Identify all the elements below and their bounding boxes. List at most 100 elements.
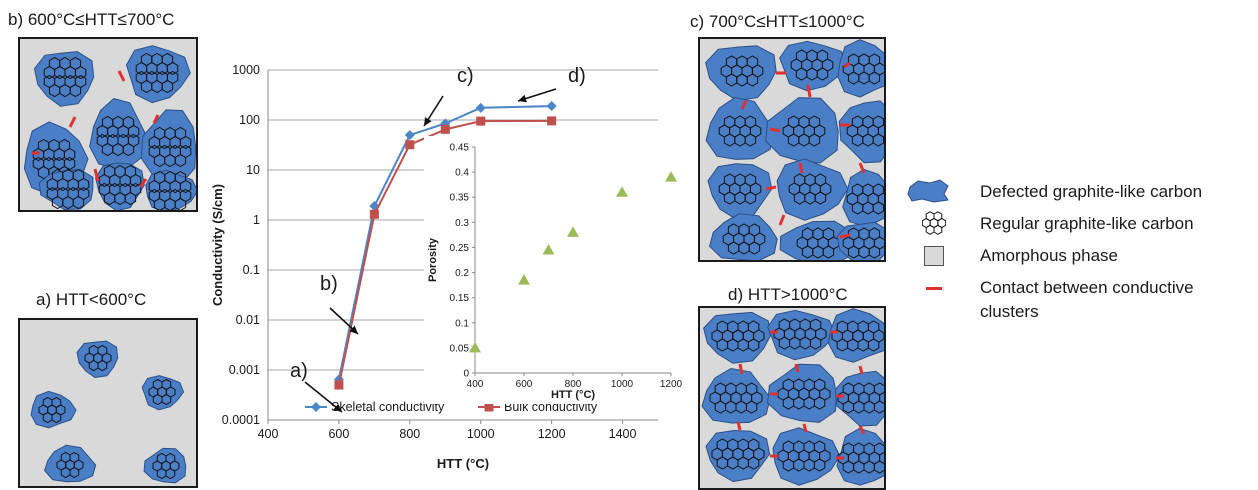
- inset-x-tick-label: 600: [516, 379, 533, 390]
- porosity-point: [542, 243, 555, 255]
- arrow-head: [518, 94, 527, 103]
- defected-cluster: [44, 444, 97, 483]
- contact-line: [858, 425, 866, 435]
- defected-cluster: [701, 367, 771, 424]
- inset-x-tick-label: 1200: [660, 379, 683, 390]
- hexagon-cluster-icon: [796, 227, 840, 259]
- contact-line: [769, 127, 781, 133]
- legend-marker-bulk: [484, 402, 494, 412]
- defected-cluster: [776, 158, 849, 221]
- hexagon-cluster-icon: [56, 451, 84, 479]
- arrow-head: [424, 117, 432, 126]
- contact-line: [736, 421, 742, 431]
- defected-cluster: [705, 45, 777, 101]
- legend-label-0: Skeletal conductivity: [331, 400, 445, 414]
- hexagon-cluster-icon: [711, 320, 765, 352]
- inset-y-tick-label: 0.35: [450, 193, 470, 204]
- bulk-point: [369, 209, 379, 219]
- arrow-head: [333, 403, 342, 412]
- x-tick-label: 800: [399, 427, 420, 441]
- inset-x-tick-label: 1000: [611, 379, 634, 390]
- inset-x-tick-label: 400: [467, 379, 484, 390]
- hexagon-cluster-icon: [96, 115, 140, 157]
- x-tick-label: 600: [328, 427, 349, 441]
- bulk-point: [476, 116, 486, 126]
- hexagon-cluster-icon: [38, 396, 66, 424]
- x-axis-label: HTT (°C): [437, 456, 489, 471]
- panel-a-schematic: [18, 318, 198, 488]
- annotation-b: b): [320, 273, 338, 295]
- inset-x-axis-label: HTT (°C): [551, 389, 595, 401]
- defected-cluster: [709, 213, 778, 260]
- hexagon-cluster-icon: [837, 442, 884, 474]
- panel-b-title: b) 600°C≤HTT≤700°C: [8, 10, 175, 29]
- defected-cluster-icon: [907, 179, 949, 203]
- contact-line: [68, 116, 77, 128]
- porosity-point: [616, 186, 628, 197]
- arrow-head: [349, 325, 358, 334]
- porosity-point: [567, 226, 579, 237]
- inset-x-tick-label: 800: [565, 379, 582, 390]
- hexagon-cluster-icon: [846, 183, 884, 215]
- y-tick-label: 0.0001: [222, 413, 260, 427]
- hexagon-cluster-icon: [148, 170, 192, 210]
- x-tick-label: 1200: [538, 427, 566, 441]
- defected-cluster: [765, 97, 839, 164]
- hexagon-cluster-icon: [43, 56, 87, 98]
- inset-y-tick-label: 0: [463, 369, 469, 380]
- hexagon-cluster-icon: [842, 227, 884, 259]
- defected-cluster: [836, 221, 884, 260]
- amorphous-swatch-icon: [924, 246, 944, 266]
- panel-c-title: c) 700°C≤HTT≤1000°C: [690, 12, 865, 31]
- hexagon-cluster-icon: [782, 115, 826, 147]
- annotation-c: c): [457, 65, 474, 87]
- panel-c-schematic: [698, 37, 886, 262]
- hexagon-cluster-icon: [46, 168, 90, 210]
- hexagon-cluster-icon: [711, 438, 765, 470]
- hexagon-cluster-icon: [788, 173, 832, 205]
- defected-cluster: [76, 340, 119, 379]
- contact-line-icon: [926, 287, 942, 290]
- contact-line: [93, 168, 100, 182]
- contact-line: [839, 233, 851, 239]
- legend-defected-label: Defected graphite-like carbon: [980, 182, 1203, 201]
- contact-line: [152, 114, 160, 124]
- y-tick-label: 0.001: [229, 363, 260, 377]
- contact-line: [117, 70, 126, 82]
- skeletal-point: [475, 102, 486, 113]
- defected-cluster: [30, 390, 77, 429]
- y-tick-label: 100: [239, 113, 260, 127]
- inset-y-tick-label: 0.4: [455, 168, 469, 179]
- hexagon-cluster-icon: [718, 115, 762, 147]
- hexagon-cluster-icon: [777, 440, 831, 472]
- contact-line: [740, 100, 748, 110]
- skeletal-point: [546, 101, 557, 112]
- legend-contact-label-2: clusters: [980, 302, 1039, 321]
- annotation-d: d): [568, 65, 586, 87]
- hexagon-cluster-icon: [720, 55, 764, 87]
- y-tick-label: 0.1: [243, 263, 260, 277]
- annotation-a: a): [290, 360, 308, 382]
- contact-line: [738, 363, 744, 375]
- panel-d-schematic: [698, 306, 886, 490]
- hexagon-cluster-icon: [777, 378, 831, 410]
- hexagon-cluster-icon: [722, 223, 766, 255]
- panel-a-title: a) HTT<600°C: [36, 290, 147, 309]
- contact-line: [858, 162, 866, 174]
- hexagon-cluster-icon: [846, 115, 884, 147]
- contact-line: [794, 363, 800, 373]
- defected-cluster: [838, 100, 884, 164]
- porosity-point: [665, 171, 677, 182]
- contact-line: [138, 178, 148, 188]
- contact-line: [802, 423, 808, 433]
- defected-cluster: [143, 447, 187, 484]
- y-tick-label: 1000: [232, 63, 260, 77]
- series-line-0: [337, 105, 552, 380]
- inset-background: [424, 136, 690, 404]
- hexagon-cluster-icon: [709, 382, 763, 414]
- inset-y-tick-label: 0.1: [455, 318, 469, 329]
- inset-y-tick-label: 0.45: [450, 143, 470, 154]
- defected-cluster: [141, 375, 185, 411]
- y-tick-label: 10: [246, 163, 260, 177]
- x-tick-label: 400: [258, 427, 279, 441]
